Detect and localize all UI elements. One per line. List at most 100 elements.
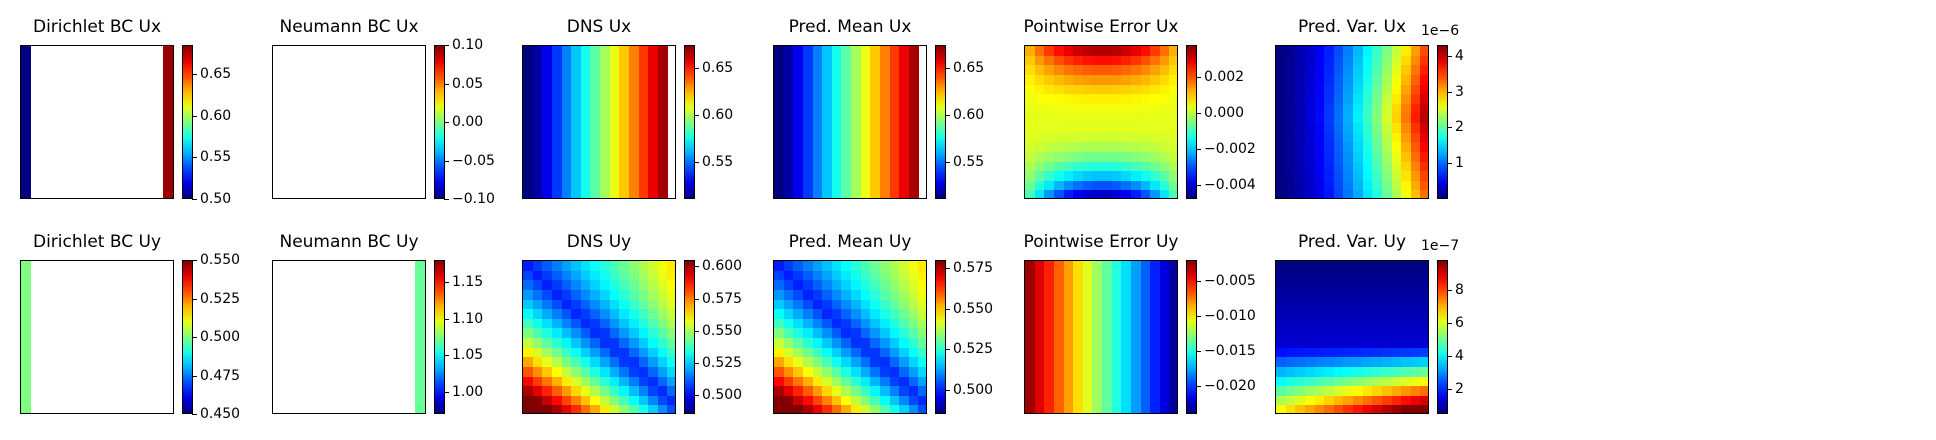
heatmap-cell — [1362, 270, 1373, 281]
heatmap-cell — [1401, 280, 1412, 291]
heatmap-cell — [1314, 46, 1325, 57]
heatmap-cell — [628, 161, 640, 172]
heatmap-cell — [667, 395, 675, 406]
heatmap-cell — [1130, 376, 1142, 387]
heatmap-cell — [1353, 123, 1364, 134]
heatmap-cell — [774, 103, 785, 114]
heatmap-cell — [1304, 299, 1316, 310]
heatmap-cell — [870, 123, 881, 134]
heatmap-cell — [1285, 309, 1296, 320]
colorbar-tick-label: 0.475 — [200, 367, 241, 384]
heatmap-cell — [783, 142, 794, 153]
heatmap-cell — [1159, 395, 1170, 406]
heatmap-cell — [1343, 113, 1354, 124]
heatmap-cell — [1276, 190, 1287, 198]
heatmap-cell — [1324, 270, 1335, 281]
heatmap-cell — [667, 338, 675, 349]
colorbar-tick-label: 3 — [1455, 83, 1464, 100]
heatmap-cell — [648, 94, 659, 105]
heatmap-cell — [638, 94, 649, 105]
heatmap-cell — [1285, 386, 1296, 397]
heatmap-cell — [908, 65, 919, 76]
heatmap-cell — [899, 123, 910, 134]
heatmap-cell — [1295, 386, 1306, 397]
heatmap-cell — [1295, 142, 1306, 153]
heatmap-cell — [619, 405, 630, 413]
heatmap-cell — [860, 190, 871, 198]
heatmap-cell — [899, 289, 910, 301]
heatmap-cell — [1159, 309, 1170, 320]
heatmap-cell — [561, 113, 572, 124]
heatmap-cell — [783, 46, 794, 57]
heatmap-cell — [1073, 405, 1084, 413]
heatmap-cell — [1121, 357, 1132, 368]
heatmap-cell — [1333, 338, 1344, 349]
colorbar-tick-label: 2 — [1455, 119, 1464, 136]
heatmap-cell — [1410, 151, 1421, 163]
heatmap-cell — [783, 347, 794, 358]
heatmap-cell — [628, 103, 640, 114]
heatmap-cell — [802, 84, 814, 95]
heatmap-cell — [1401, 376, 1412, 387]
heatmap-cell — [1304, 357, 1316, 368]
heatmap-cell — [1034, 318, 1045, 329]
heatmap-cell — [1410, 366, 1421, 378]
heatmap-cell — [561, 94, 572, 105]
heatmap-cell — [648, 190, 659, 198]
heatmap-cell — [648, 123, 659, 134]
heatmap-cell — [1362, 123, 1373, 134]
heatmap-cell — [600, 347, 611, 358]
heatmap-cell — [802, 103, 814, 114]
heatmap-cell — [1285, 289, 1296, 301]
heatmap-cell — [908, 309, 919, 320]
heatmap-cell — [619, 171, 630, 182]
heatmap-cell — [1150, 347, 1161, 358]
heatmap-cell — [600, 386, 611, 397]
heatmap-cell — [600, 328, 611, 339]
heatmap-cell — [1353, 395, 1364, 406]
heatmap-cell — [1381, 65, 1393, 76]
heatmap-cell — [1121, 65, 1132, 76]
heatmap-cell — [1150, 171, 1161, 182]
heatmap-cell — [657, 103, 668, 114]
heatmap-cell — [1169, 55, 1177, 66]
heatmap-cell — [1353, 171, 1364, 182]
heatmap-cell — [551, 386, 563, 397]
heatmap-cell — [908, 318, 919, 329]
colorbar-tick-label: 0.450 — [200, 406, 241, 422]
heatmap-cell — [1343, 55, 1354, 66]
heatmap-cell — [638, 142, 649, 153]
heatmap-cell — [1140, 386, 1151, 397]
heatmap-cell — [619, 180, 630, 191]
heatmap-cell — [551, 309, 563, 320]
heatmap-cell — [523, 338, 534, 349]
panel-11: Pointwise Error Uy −0.020 −0.015 −0.010 −0.0… — [1024, 232, 1257, 414]
heatmap-cell — [1353, 161, 1364, 172]
heatmap-cell — [600, 376, 611, 387]
heatmap-cell — [918, 299, 926, 310]
heatmap-cell — [1353, 309, 1364, 320]
heatmap-cell — [523, 65, 534, 76]
heatmap-cell — [899, 405, 910, 413]
heatmap-cell — [657, 180, 668, 191]
heatmap-cell — [619, 65, 630, 76]
heatmap-cell — [1102, 280, 1113, 291]
heatmap-cell — [1053, 151, 1065, 163]
colorbar-tick-label: 0.55 — [200, 149, 232, 166]
heatmap-cell — [1362, 280, 1373, 291]
heatmap-cell — [793, 357, 804, 368]
colorbar-tick — [192, 375, 197, 377]
heatmap-cell — [1169, 190, 1177, 198]
heatmap-cell — [1063, 289, 1074, 301]
heatmap-cell — [1140, 309, 1151, 320]
heatmap-cell — [1333, 386, 1344, 397]
heatmap-cell — [802, 151, 814, 163]
heatmap-cell — [628, 94, 640, 105]
heatmap-cell — [571, 103, 582, 114]
heatmap-cell — [532, 46, 543, 57]
heatmap-cell — [1140, 161, 1151, 172]
heatmap-cell — [1025, 84, 1036, 95]
heatmap-cell — [1025, 347, 1036, 358]
heatmap-cell — [831, 386, 842, 397]
heatmap-cell — [851, 46, 862, 57]
